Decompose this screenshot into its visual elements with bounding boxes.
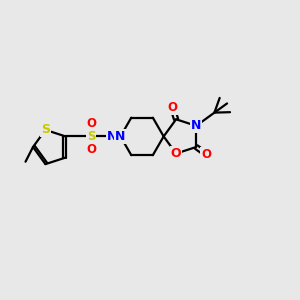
Text: N: N — [191, 119, 201, 132]
Text: N: N — [107, 130, 117, 143]
Text: O: O — [86, 142, 96, 155]
Text: S: S — [87, 130, 95, 143]
Text: O: O — [167, 101, 177, 114]
Text: O: O — [86, 117, 96, 130]
Text: O: O — [171, 147, 182, 160]
Text: S: S — [41, 123, 50, 136]
Text: N: N — [115, 130, 126, 143]
Text: O: O — [201, 148, 212, 161]
